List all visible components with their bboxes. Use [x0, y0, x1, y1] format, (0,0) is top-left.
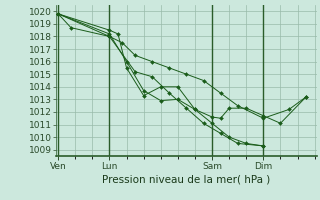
X-axis label: Pression niveau de la mer( hPa ): Pression niveau de la mer( hPa ): [102, 175, 270, 185]
